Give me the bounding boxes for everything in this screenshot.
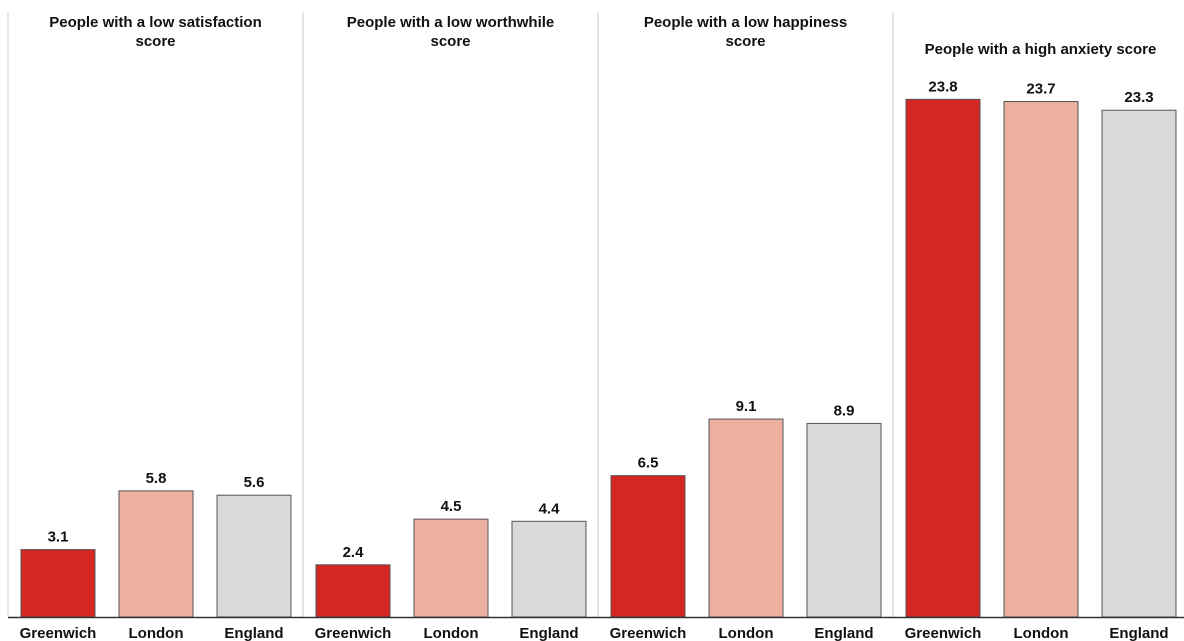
- value-labels: 3.1 5.8 5.6 2.4 4.5 4.4 6.5 9.1 8.9 23.8 23.7 23.3: [48, 78, 1154, 560]
- bar-london: [1003, 101, 1079, 618]
- bar-london: [708, 418, 784, 618]
- bars: [20, 98, 1177, 618]
- panel-title-line: People with a low satisfaction: [49, 14, 262, 31]
- value-label: 8.9: [834, 402, 855, 419]
- value-label: 4.5: [441, 498, 462, 515]
- x-tick-label: Greenwich: [610, 625, 687, 641]
- bar-greenwich: [905, 98, 981, 618]
- x-tick-label: London: [424, 625, 479, 641]
- value-label: 6.5: [638, 455, 659, 472]
- panel-title-line: People with a low worthwhile: [347, 14, 555, 31]
- x-tick-label: England: [224, 625, 283, 641]
- bar-london: [413, 518, 489, 618]
- x-tick-label: Greenwich: [905, 625, 982, 641]
- panel-titles: People with a low satisfaction score Peopl…: [49, 14, 1156, 58]
- value-label: 23.3: [1124, 89, 1153, 106]
- panel-title-line: score: [135, 33, 175, 50]
- value-label: 5.6: [244, 474, 265, 491]
- bar-england: [216, 494, 292, 618]
- x-tick-labels: Greenwich London England Greenwich London Eng…: [20, 625, 1169, 641]
- x-tick-label: England: [519, 625, 578, 641]
- value-label: 4.4: [539, 500, 561, 517]
- x-tick-label: Greenwich: [20, 625, 97, 641]
- value-label: 3.1: [48, 529, 69, 546]
- x-tick-label: Greenwich: [315, 625, 392, 641]
- bar-england: [511, 520, 587, 618]
- bar-greenwich: [610, 475, 686, 618]
- bar-london: [118, 490, 194, 618]
- panel-dividers: [7, 12, 894, 617]
- value-label: 2.4: [343, 544, 365, 561]
- bar-england: [1101, 109, 1177, 618]
- panel-title-line: score: [725, 33, 765, 50]
- value-label: 5.8: [146, 470, 167, 487]
- value-label: 23.7: [1026, 81, 1055, 98]
- bar-greenwich: [20, 549, 96, 618]
- value-label: 9.1: [736, 398, 757, 415]
- x-tick-label: London: [719, 625, 774, 641]
- x-tick-label: London: [1014, 625, 1069, 641]
- panel-title-line: People with a low happiness: [644, 14, 847, 31]
- bar-greenwich: [315, 564, 391, 618]
- x-tick-label: London: [129, 625, 184, 641]
- x-tick-label: England: [814, 625, 873, 641]
- panel-title-line: People with a high anxiety score: [925, 41, 1157, 58]
- x-tick-label: England: [1109, 625, 1168, 641]
- value-label: 23.8: [928, 78, 957, 95]
- bar-england: [806, 422, 882, 618]
- panel-title-line: score: [430, 33, 470, 50]
